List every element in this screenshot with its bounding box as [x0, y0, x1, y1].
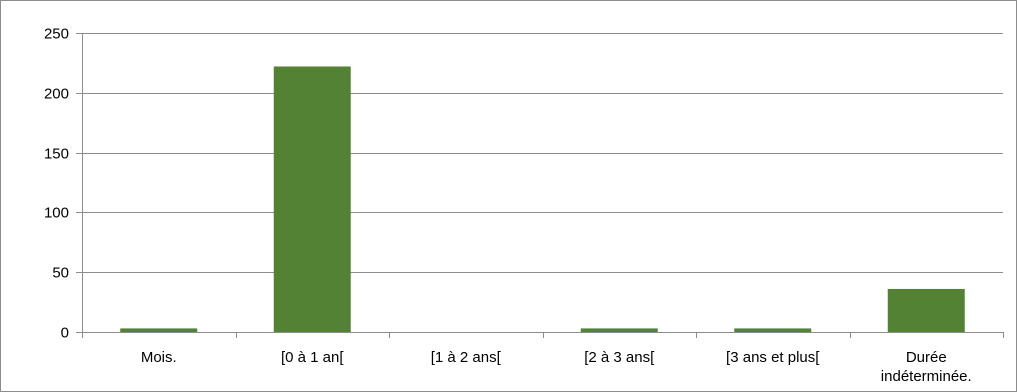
x-tick-label-line: Durée [906, 349, 947, 366]
axes [76, 33, 1004, 338]
x-tick-label: [1 à 2 ans[ [431, 349, 502, 366]
bar [734, 328, 812, 332]
x-tick-label-line: [1 à 2 ans[ [431, 349, 502, 366]
x-tick-label-line: [0 à 1 an[ [281, 349, 344, 366]
y-tick-label: 50 [52, 265, 69, 282]
x-tick-label: [0 à 1 an[ [281, 349, 344, 366]
bar [887, 288, 965, 332]
x-tick-label: Durée indéterminée. [881, 349, 972, 385]
gridlines [82, 33, 1003, 273]
bar [580, 328, 658, 332]
y-tick-label: 200 [44, 86, 69, 103]
x-tick-label-line: [2 à 3 ans[ [584, 349, 655, 366]
y-tick-label: 100 [44, 205, 69, 222]
bar [273, 66, 351, 332]
x-tick-label: Mois. [141, 349, 177, 366]
x-tick-label-line: [3 ans et plus[ [726, 349, 820, 366]
x-tick-label-line: indéterminée. [881, 368, 972, 385]
y-tick-label: 150 [44, 146, 69, 163]
x-tick-label: [3 ans et plus[ [726, 349, 820, 366]
x-tick-label-line: Mois. [141, 349, 177, 366]
x-tick-label: [2 à 3 ans[ [584, 349, 655, 366]
bar [120, 328, 198, 332]
bars [120, 66, 965, 332]
y-tick-label: 0 [61, 325, 69, 342]
labels: 0 50 100 150 200 250 Mois. [0 à 1 an[ [1 à 2 ans… [44, 26, 972, 386]
y-tick-label: 250 [44, 26, 69, 43]
